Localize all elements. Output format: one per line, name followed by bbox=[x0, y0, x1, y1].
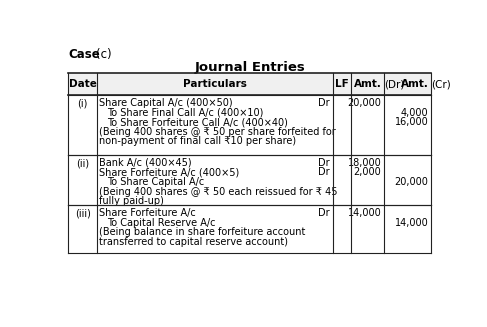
Text: To Share Final Call A/c (400×10): To Share Final Call A/c (400×10) bbox=[107, 108, 263, 118]
Text: Amt.: Amt. bbox=[354, 79, 382, 89]
Text: Journal Entries: Journal Entries bbox=[194, 60, 305, 74]
Text: 14,000: 14,000 bbox=[348, 208, 381, 218]
Text: fully paid-up): fully paid-up) bbox=[98, 196, 164, 206]
Text: Dr: Dr bbox=[318, 167, 330, 178]
Text: Date: Date bbox=[69, 79, 96, 89]
Text: To Share Forfeiture Call A/c (400×40): To Share Forfeiture Call A/c (400×40) bbox=[107, 117, 288, 127]
Text: Case: Case bbox=[68, 48, 100, 61]
Text: transferred to capital reserve account): transferred to capital reserve account) bbox=[98, 237, 288, 247]
Text: LF: LF bbox=[335, 79, 349, 89]
Text: 16,000: 16,000 bbox=[395, 117, 429, 127]
Text: (Being 400 shares @ ₹ 50 per share forfeited for: (Being 400 shares @ ₹ 50 per share forfe… bbox=[98, 127, 336, 137]
Bar bbox=[68, 73, 431, 95]
Text: (ii): (ii) bbox=[76, 158, 89, 168]
Text: Dr: Dr bbox=[318, 98, 330, 108]
Text: To Capital Reserve A/c: To Capital Reserve A/c bbox=[107, 218, 215, 228]
Text: Particulars: Particulars bbox=[183, 79, 246, 89]
Text: Dr: Dr bbox=[318, 208, 330, 218]
Text: (iii): (iii) bbox=[75, 208, 91, 218]
Text: (Cr): (Cr) bbox=[431, 79, 451, 89]
Text: (i): (i) bbox=[77, 98, 88, 109]
Text: Share Capital A/c (400×50): Share Capital A/c (400×50) bbox=[98, 98, 232, 108]
Text: 14,000: 14,000 bbox=[395, 218, 429, 228]
Text: Amt.: Amt. bbox=[401, 79, 429, 89]
Text: Share Forfeiture A/c (400×5): Share Forfeiture A/c (400×5) bbox=[98, 167, 239, 178]
Text: (c): (c) bbox=[95, 48, 111, 61]
Text: (Being balance in share forfeiture account: (Being balance in share forfeiture accou… bbox=[98, 227, 305, 237]
Text: (Being 400 shares @ ₹ 50 each reissued for ₹ 45: (Being 400 shares @ ₹ 50 each reissued f… bbox=[98, 186, 337, 197]
Text: 20,000: 20,000 bbox=[347, 98, 381, 108]
Text: Share Forfeiture A/c: Share Forfeiture A/c bbox=[98, 208, 195, 218]
Text: 4,000: 4,000 bbox=[401, 108, 429, 118]
Text: 20,000: 20,000 bbox=[394, 177, 429, 187]
Text: To Share Capital A/c: To Share Capital A/c bbox=[107, 177, 204, 187]
Text: (Dr): (Dr) bbox=[384, 79, 404, 89]
Text: Bank A/c (400×45): Bank A/c (400×45) bbox=[98, 158, 191, 168]
Text: 2,000: 2,000 bbox=[354, 167, 381, 178]
Text: 18,000: 18,000 bbox=[348, 158, 381, 168]
Text: Dr: Dr bbox=[318, 158, 330, 168]
Text: non-payment of final call ₹10 per share): non-payment of final call ₹10 per share) bbox=[98, 136, 296, 146]
